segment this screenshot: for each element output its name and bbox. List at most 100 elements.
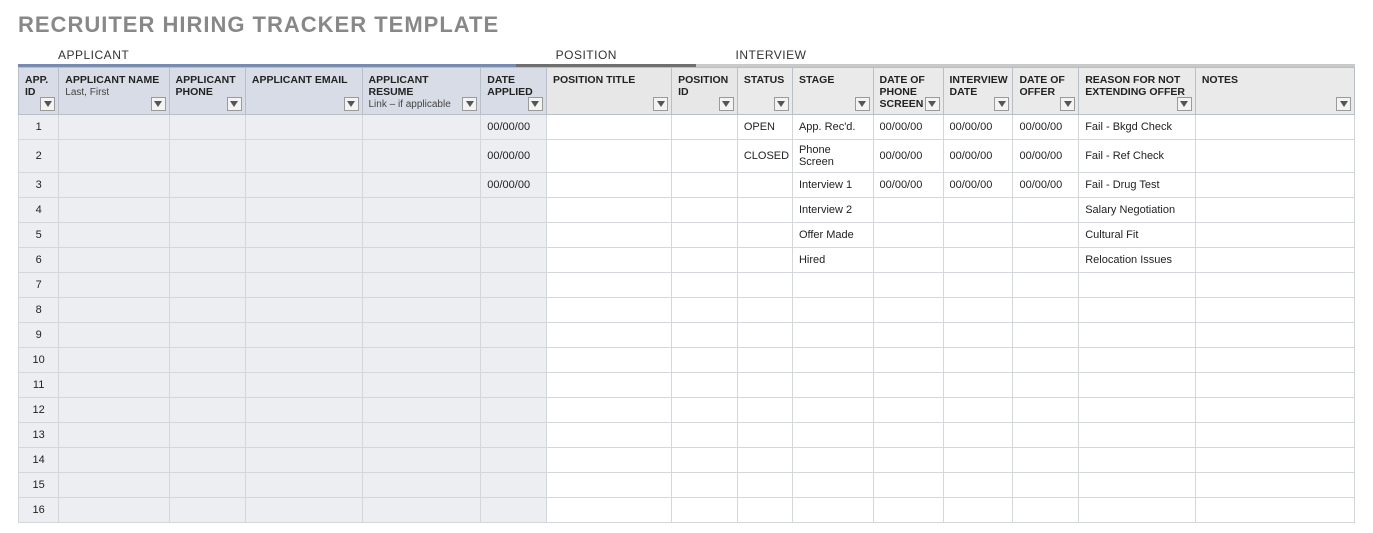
cell-resume[interactable] — [362, 323, 481, 348]
cell-email[interactable] — [245, 448, 362, 473]
cell-name[interactable] — [59, 423, 169, 448]
cell-id[interactable]: 13 — [19, 423, 59, 448]
cell-phone[interactable] — [169, 448, 245, 473]
cell-date[interactable] — [481, 273, 547, 298]
cell-reason[interactable]: Salary Negotiation — [1079, 198, 1196, 223]
cell-status[interactable] — [737, 348, 792, 373]
cell-pid[interactable] — [672, 448, 738, 473]
cell-date[interactable] — [481, 473, 547, 498]
cell-scr[interactable] — [873, 498, 943, 523]
filter-dropdown-icon[interactable] — [528, 97, 543, 111]
cell-notes[interactable] — [1195, 173, 1354, 198]
cell-id[interactable]: 14 — [19, 448, 59, 473]
cell-phone[interactable] — [169, 248, 245, 273]
cell-name[interactable] — [59, 198, 169, 223]
cell-resume[interactable] — [362, 498, 481, 523]
cell-idate[interactable] — [943, 223, 1013, 248]
cell-scr[interactable] — [873, 298, 943, 323]
cell-reason[interactable]: Fail - Bkgd Check — [1079, 115, 1196, 140]
cell-scr[interactable] — [873, 373, 943, 398]
cell-ptitle[interactable] — [546, 473, 671, 498]
cell-phone[interactable] — [169, 273, 245, 298]
cell-resume[interactable] — [362, 448, 481, 473]
cell-reason[interactable] — [1079, 448, 1196, 473]
cell-id[interactable]: 2 — [19, 140, 59, 173]
cell-scr[interactable] — [873, 273, 943, 298]
cell-phone[interactable] — [169, 115, 245, 140]
cell-id[interactable]: 10 — [19, 348, 59, 373]
cell-ptitle[interactable] — [546, 398, 671, 423]
cell-offer[interactable] — [1013, 498, 1079, 523]
filter-dropdown-icon[interactable] — [1336, 97, 1351, 111]
cell-phone[interactable] — [169, 298, 245, 323]
cell-date[interactable] — [481, 448, 547, 473]
cell-scr[interactable] — [873, 423, 943, 448]
cell-pid[interactable] — [672, 373, 738, 398]
cell-notes[interactable] — [1195, 373, 1354, 398]
cell-ptitle[interactable] — [546, 198, 671, 223]
cell-resume[interactable] — [362, 198, 481, 223]
cell-name[interactable] — [59, 373, 169, 398]
filter-dropdown-icon[interactable] — [40, 97, 55, 111]
cell-ptitle[interactable] — [546, 223, 671, 248]
cell-name[interactable] — [59, 140, 169, 173]
cell-email[interactable] — [245, 323, 362, 348]
cell-name[interactable] — [59, 348, 169, 373]
cell-idate[interactable] — [943, 323, 1013, 348]
cell-pid[interactable] — [672, 348, 738, 373]
cell-ptitle[interactable] — [546, 498, 671, 523]
cell-status[interactable] — [737, 473, 792, 498]
cell-pid[interactable] — [672, 248, 738, 273]
filter-dropdown-icon[interactable] — [1177, 97, 1192, 111]
cell-date[interactable] — [481, 423, 547, 448]
cell-resume[interactable] — [362, 348, 481, 373]
cell-email[interactable] — [245, 373, 362, 398]
cell-ptitle[interactable] — [546, 423, 671, 448]
cell-status[interactable] — [737, 398, 792, 423]
cell-phone[interactable] — [169, 323, 245, 348]
cell-name[interactable] — [59, 273, 169, 298]
cell-reason[interactable] — [1079, 273, 1196, 298]
cell-scr[interactable]: 00/00/00 — [873, 115, 943, 140]
cell-offer[interactable] — [1013, 298, 1079, 323]
cell-status[interactable] — [737, 448, 792, 473]
cell-status[interactable]: OPEN — [737, 115, 792, 140]
cell-date[interactable] — [481, 348, 547, 373]
filter-dropdown-icon[interactable] — [462, 97, 477, 111]
cell-pid[interactable] — [672, 198, 738, 223]
cell-idate[interactable] — [943, 348, 1013, 373]
cell-phone[interactable] — [169, 398, 245, 423]
filter-dropdown-icon[interactable] — [653, 97, 668, 111]
cell-date[interactable]: 00/00/00 — [481, 173, 547, 198]
cell-stage[interactable] — [792, 323, 873, 348]
cell-name[interactable] — [59, 323, 169, 348]
filter-dropdown-icon[interactable] — [227, 97, 242, 111]
cell-stage[interactable] — [792, 423, 873, 448]
cell-status[interactable] — [737, 323, 792, 348]
cell-stage[interactable] — [792, 473, 873, 498]
cell-id[interactable]: 9 — [19, 323, 59, 348]
cell-resume[interactable] — [362, 115, 481, 140]
cell-ptitle[interactable] — [546, 173, 671, 198]
cell-scr[interactable] — [873, 198, 943, 223]
cell-notes[interactable] — [1195, 323, 1354, 348]
cell-notes[interactable] — [1195, 223, 1354, 248]
cell-resume[interactable] — [362, 298, 481, 323]
cell-idate[interactable] — [943, 473, 1013, 498]
cell-phone[interactable] — [169, 373, 245, 398]
cell-ptitle[interactable] — [546, 248, 671, 273]
cell-offer[interactable] — [1013, 198, 1079, 223]
cell-ptitle[interactable] — [546, 323, 671, 348]
cell-reason[interactable]: Relocation Issues — [1079, 248, 1196, 273]
cell-notes[interactable] — [1195, 248, 1354, 273]
cell-scr[interactable] — [873, 248, 943, 273]
cell-name[interactable] — [59, 115, 169, 140]
cell-name[interactable] — [59, 473, 169, 498]
cell-name[interactable] — [59, 248, 169, 273]
cell-date[interactable] — [481, 223, 547, 248]
cell-scr[interactable] — [873, 398, 943, 423]
cell-date[interactable] — [481, 373, 547, 398]
cell-email[interactable] — [245, 498, 362, 523]
cell-idate[interactable] — [943, 498, 1013, 523]
cell-date[interactable]: 00/00/00 — [481, 115, 547, 140]
